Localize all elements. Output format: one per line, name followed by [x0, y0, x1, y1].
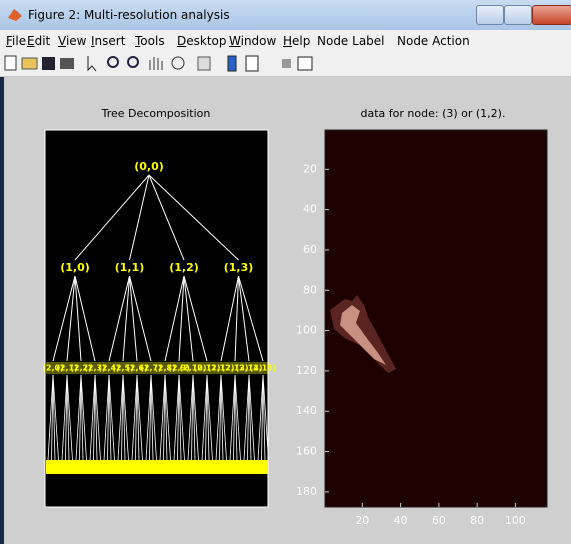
node-label: (1,3) [224, 261, 254, 274]
menu-item[interactable]: Node Action [397, 34, 470, 48]
zoom-out-icon[interactable] [128, 57, 138, 67]
menu-item[interactable]: Desktop [177, 34, 227, 48]
toolbar-icons [0, 52, 571, 76]
open-icon[interactable] [22, 58, 37, 69]
app-icon [7, 6, 23, 22]
hide-tools-icon[interactable] [282, 59, 291, 68]
y-tick-label: 140 [296, 404, 317, 417]
figure-area: Tree Decomposition (0,0) (1,0) (1,1) (1,2) (… [0, 77, 571, 544]
pan-icon[interactable] [150, 57, 162, 70]
x-tick-label: 80 [470, 514, 484, 527]
image-title: data for node: (3) or (1,2). [361, 107, 506, 120]
leaf-label-band [46, 460, 268, 474]
zoom-in-icon[interactable] [108, 57, 118, 67]
title-bar: Figure 2: Multi-resolution analysis [0, 0, 571, 30]
show-tools-icon[interactable] [298, 57, 312, 70]
close-button[interactable] [532, 5, 571, 25]
menu-item[interactable]: Help [283, 34, 310, 48]
y-tick-label: 40 [303, 203, 317, 216]
x-tick-label: 100 [505, 514, 526, 527]
y-tick-label: 80 [303, 283, 317, 296]
node-label: (1,1) [115, 261, 145, 274]
node-label: (1,2) [169, 261, 199, 274]
y-tick-label: 100 [296, 324, 317, 337]
print-icon[interactable] [60, 58, 74, 69]
window-title: Figure 2: Multi-resolution analysis [28, 8, 230, 22]
menu-item[interactable]: Insert [91, 34, 125, 48]
minimize-button[interactable] [476, 5, 504, 25]
new-icon[interactable] [5, 56, 16, 70]
y-tick-label: 20 [303, 162, 317, 175]
matlab-window: Figure 2: Multi-resolution analysis File… [0, 0, 571, 544]
maximize-button[interactable] [504, 5, 532, 25]
x-tick-label: 20 [355, 514, 369, 527]
menu-item[interactable]: Tools [135, 34, 165, 48]
legend-icon[interactable] [246, 56, 258, 71]
y-tick-label: 160 [296, 445, 317, 458]
menu-item[interactable]: File [6, 34, 26, 48]
pointer-icon[interactable] [88, 56, 96, 71]
node-label: (2,15) [249, 364, 276, 373]
y-tick-label: 60 [303, 243, 317, 256]
rotate-icon[interactable] [172, 57, 184, 69]
toolbar [0, 52, 571, 77]
menu-item[interactable]: Edit [27, 34, 50, 48]
y-tick-label: 180 [296, 485, 317, 498]
save-icon[interactable] [42, 57, 55, 70]
node-label: (0,0) [134, 160, 164, 173]
menu-item[interactable]: View [58, 34, 86, 48]
window-border [0, 77, 4, 544]
x-tick-label: 60 [432, 514, 446, 527]
tree-title: Tree Decomposition [101, 107, 211, 120]
menu-item[interactable]: Window [229, 34, 276, 48]
x-tick-label: 40 [394, 514, 408, 527]
colorbar-icon[interactable] [228, 56, 236, 71]
y-tick-label: 120 [296, 364, 317, 377]
menu-item[interactable]: Node Label [317, 34, 385, 48]
datacursor-icon[interactable] [198, 57, 210, 70]
node-label: (1,0) [60, 261, 90, 274]
